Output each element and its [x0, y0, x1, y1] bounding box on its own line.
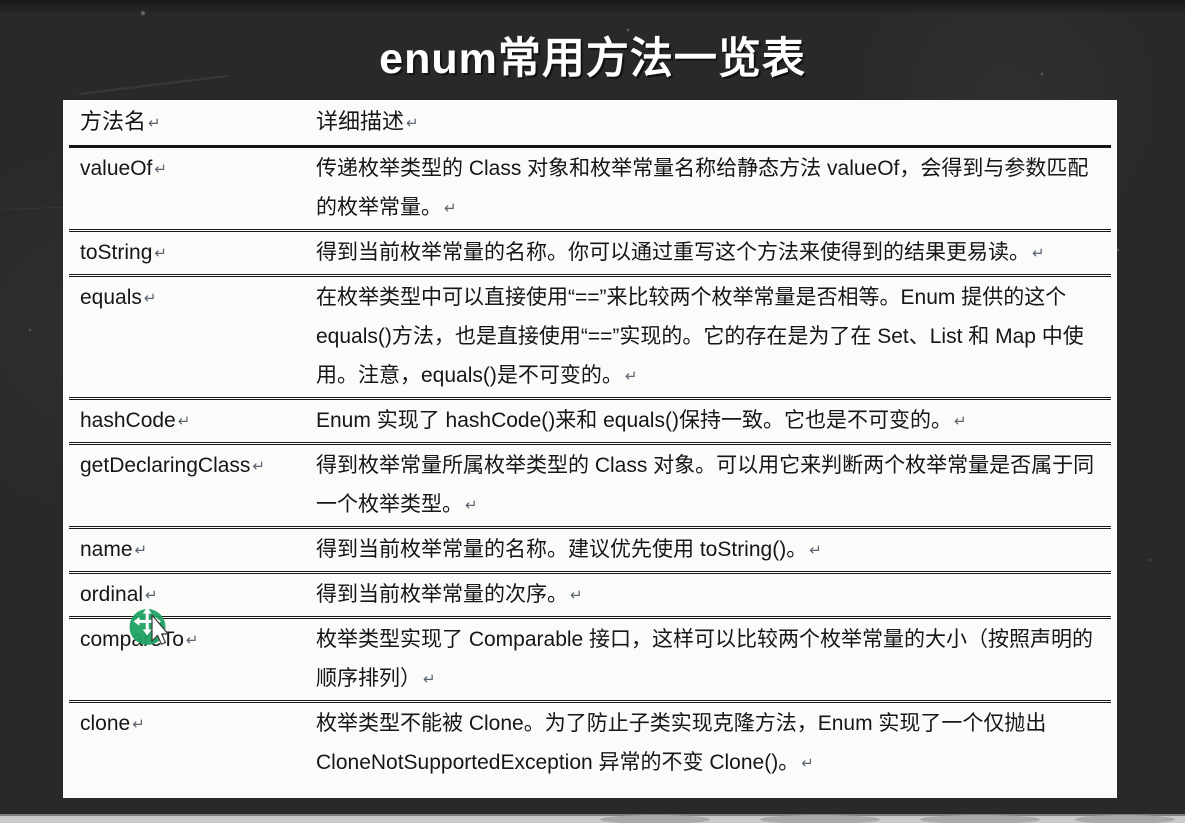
method-description: 得到枚举常量所属枚举类型的 Class 对象。可以用它来判断两个枚举常量是否属于…	[316, 454, 1095, 516]
method-description: 得到当前枚举常量的次序。	[316, 583, 568, 606]
paragraph-mark-icon: ↵	[177, 413, 191, 430]
table-row: equals ↵ 在枚举类型中可以直接使用“==”来比较两个枚举常量是否相等。En…	[69, 274, 1111, 399]
header-description-label: 详细描述	[316, 109, 405, 134]
method-description: 枚举类型实现了 Comparable 接口，这样可以比较两个枚举常量的大小（按照…	[316, 628, 1094, 690]
player-bottom-edge	[0, 814, 1185, 823]
chalk-dot	[462, 55, 468, 60]
paragraph-mark-icon: ↵	[801, 755, 814, 772]
method-name: equals	[80, 286, 142, 309]
paragraph-mark-icon: ↵	[154, 161, 167, 178]
header-description: 详细描述 ↵	[315, 100, 1111, 148]
player-button-edge	[600, 815, 710, 823]
paragraph-mark-icon: ↵	[143, 290, 157, 307]
method-name: clone	[80, 712, 131, 735]
method-description: 得到当前枚举常量的名称。建议优先使用 toString()。	[316, 538, 808, 561]
paragraph-mark-icon: ↵	[154, 245, 167, 262]
table-row: hashCode ↵ Enum 实现了 hashCode()来和 equals()…	[69, 397, 1111, 444]
header-method: 方法名 ↵	[69, 100, 315, 148]
paragraph-mark-icon: ↵	[134, 542, 148, 559]
paragraph-mark-icon: ↵	[624, 368, 638, 385]
table-row: ordinal ↵ 得到当前枚举常量的次序。 ↵	[69, 571, 1111, 618]
paragraph-mark-icon: ↵	[465, 497, 478, 514]
method-description: 在枚举类型中可以直接使用“==”来比较两个枚举常量是否相等。Enum 提供的这个…	[316, 286, 1084, 387]
method-name: name	[80, 538, 133, 561]
move-cursor-icon	[129, 607, 169, 645]
method-description: 传递枚举类型的 Class 对象和枚举常量名称给静态方法 valueOf，会得到…	[316, 157, 1089, 219]
player-button-edge	[760, 815, 880, 823]
method-description: 得到当前枚举常量的名称。你可以通过重写这个方法来使得到的结果更易读。	[316, 241, 1030, 264]
paragraph-mark-icon: ↵	[406, 115, 419, 132]
method-name: getDeclaringClass	[80, 454, 251, 477]
paragraph-mark-icon: ↵	[148, 115, 161, 132]
paragraph-mark-icon: ↵	[252, 458, 265, 475]
paragraph-mark-icon: ↵	[809, 542, 822, 559]
paragraph-mark-icon: ↵	[423, 671, 436, 688]
method-name: ordinal	[80, 583, 144, 606]
table-row: name ↵ 得到当前枚举常量的名称。建议优先使用 toString()。 ↵	[69, 526, 1111, 573]
method-name: toString	[80, 241, 153, 264]
page-title: enum常用方法一览表	[379, 35, 806, 83]
player-button-edge	[1075, 815, 1175, 823]
table-row: toString ↵ 得到当前枚举常量的名称。你可以通过重写这个方法来使得到的结果…	[69, 229, 1111, 276]
methods-table: 方法名 ↵ 详细描述 ↵ valueOf ↵ 传递枚举类型的 Class 对象和枚举常…	[69, 100, 1111, 784]
table-row: valueOf ↵ 传递枚举类型的 Class 对象和枚举常量名称给静态方法 va…	[69, 147, 1111, 231]
header-row: 方法名 ↵ 详细描述 ↵	[69, 100, 1111, 148]
paragraph-mark-icon: ↵	[132, 716, 145, 733]
paragraph-mark-icon: ↵	[1032, 245, 1045, 262]
table-row: getDeclaringClass ↵ 得到枚举常量所属枚举类型的 Class 对…	[69, 442, 1111, 528]
paragraph-mark-icon: ↵	[185, 632, 199, 649]
header-method-label: 方法名	[80, 109, 147, 134]
paragraph-mark-icon: ↵	[145, 587, 158, 604]
method-description: Enum 实现了 hashCode()来和 equals()保持一致。它也是不可…	[316, 409, 952, 432]
table-row: clone ↵ 枚举类型不能被 Clone。为了防止子类实现克隆方法，Enum 实…	[69, 700, 1111, 784]
paragraph-mark-icon: ↵	[953, 413, 967, 430]
player-button-edge	[920, 815, 1040, 823]
paragraph-mark-icon: ↵	[444, 200, 457, 217]
methods-table-panel: 方法名 ↵ 详细描述 ↵ valueOf ↵ 传递枚举类型的 Class 对象和枚举常…	[63, 100, 1117, 798]
method-name: hashCode	[80, 409, 176, 432]
table-row: compareTo ↵ 枚举类型实现了 Comparable 接口，这样可以比较两…	[69, 616, 1111, 702]
paragraph-mark-icon: ↵	[570, 587, 583, 604]
method-name: valueOf	[80, 157, 153, 180]
methods-table-body: valueOf ↵ 传递枚举类型的 Class 对象和枚举常量名称给静态方法 va…	[69, 147, 1111, 784]
method-description: 枚举类型不能被 Clone。为了防止子类实现克隆方法，Enum 实现了一个仅抛出…	[316, 712, 1047, 774]
